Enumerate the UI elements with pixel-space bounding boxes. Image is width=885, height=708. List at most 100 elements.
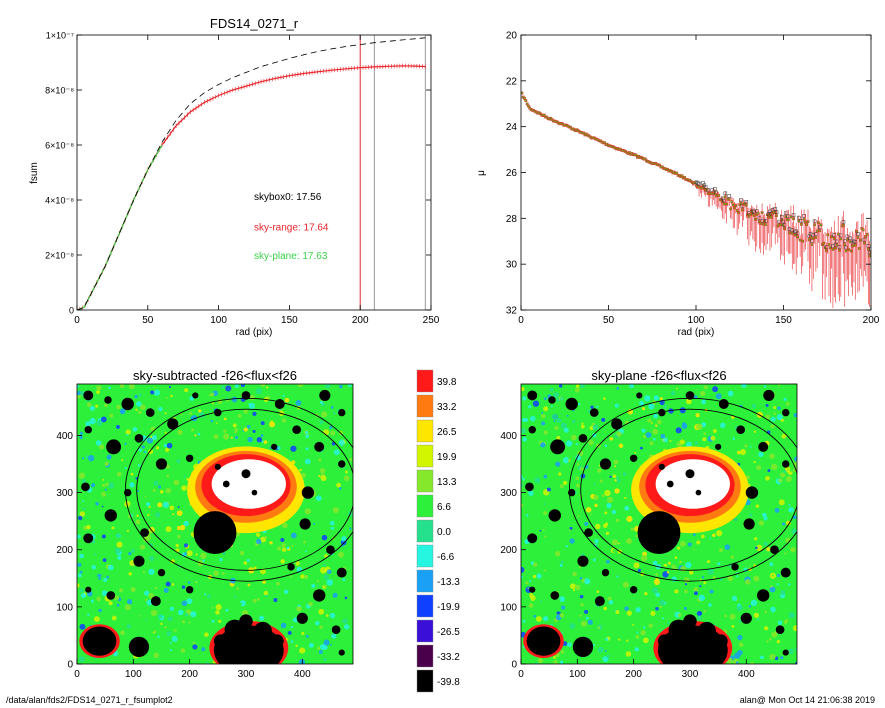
sky-subtracted-pixel <box>89 417 96 425</box>
sky-plane-pixel <box>744 444 748 448</box>
sky-subtracted-pixel <box>77 534 81 539</box>
sky-subtracted-pixel <box>218 580 226 588</box>
sky-plane-pixel <box>636 430 641 435</box>
sky-plane-pixel <box>682 422 686 426</box>
sky-subtracted-star-mask <box>133 555 145 567</box>
sky-plane-pixel <box>581 422 584 425</box>
sky-plane-pixel <box>744 579 751 585</box>
sky-plane-pixel <box>788 611 795 619</box>
sky-plane-pixel <box>650 610 656 617</box>
sky-plane-pixel <box>611 539 618 546</box>
sky-subtracted-pixel <box>326 569 332 575</box>
sky-subtracted-pixel <box>106 575 110 579</box>
sky-subtracted-pixel <box>291 544 294 547</box>
sky-plane-pixel <box>525 514 529 517</box>
sky-subtracted-pixel <box>195 581 198 584</box>
colorbar-label: -13.3 <box>437 577 460 588</box>
sky-subtracted-star-mask <box>313 589 326 602</box>
sky-plane-core <box>655 459 730 509</box>
sky-subtracted-pixel <box>179 524 186 531</box>
sky-subtracted-star-mask <box>214 408 222 417</box>
profile-point-sky-plane <box>839 237 842 240</box>
sky-subtracted-pixel <box>179 462 186 469</box>
sky-plane-pixel <box>527 571 531 575</box>
sky-subtracted-pixel <box>294 512 301 518</box>
sky-plane-pixel <box>622 472 627 476</box>
profile-point-skybox0 <box>791 213 796 217</box>
sky-plane-mask-bright-star <box>526 626 561 656</box>
sky-subtracted-pixel <box>290 532 297 539</box>
sky-plane-pixel <box>687 542 692 547</box>
sky-subtracted-ytick-label: 0 <box>67 660 73 671</box>
sky-plane-pixel <box>783 620 788 624</box>
sky-subtracted-pixel <box>218 619 222 623</box>
sky-subtracted-pixel <box>211 606 214 609</box>
sky-plane-pixel <box>769 562 774 567</box>
sky-subtracted-pixel <box>153 539 159 546</box>
sky-subtracted-pixel <box>184 552 188 556</box>
sky-subtracted-pixel <box>183 543 189 548</box>
sky-plane-pixel <box>590 513 592 516</box>
sky-subtracted-pixel <box>338 439 345 446</box>
sky-plane-mask-lobe <box>668 619 689 640</box>
sky-plane-pixel <box>563 427 569 433</box>
sky-subtracted-pixel <box>135 401 142 407</box>
sky-plane-star-mask <box>658 463 665 470</box>
sky-subtracted-star-mask <box>185 585 194 594</box>
sky-plane-star-mask <box>718 399 729 409</box>
sky-plane-pixel <box>655 606 659 611</box>
sky-plane-pixel <box>584 588 590 594</box>
sky-plane-mask <box>572 636 594 657</box>
sky-range-curve <box>77 65 426 310</box>
sky-plane-pixel <box>644 592 648 596</box>
sky-plane-pixel <box>795 661 797 664</box>
sky-plane-pixel <box>738 642 744 648</box>
sky-subtracted-pixel <box>185 656 190 662</box>
sky-subtracted-pixel <box>332 592 338 598</box>
sky-plane-pixel <box>579 614 582 617</box>
sky-plane-pixel <box>624 571 627 574</box>
growth-curve-xtick-label: 100 <box>210 315 227 326</box>
sky-subtracted-pixel <box>167 616 173 622</box>
profile-point-sky-plane <box>863 242 866 245</box>
growth-curve-xtick-label: 200 <box>352 315 369 326</box>
sky-plane-star-mask <box>527 533 538 544</box>
profile-point-sky-plane <box>775 214 778 217</box>
sky-plane-pixel <box>612 548 617 553</box>
profile-point-sky-plane <box>543 114 546 117</box>
sky-plane-pixel <box>675 387 678 390</box>
sky-plane-pixel <box>593 494 599 501</box>
sky-plane-pixel <box>736 605 743 612</box>
sky-plane-pixel <box>625 537 633 545</box>
sky-subtracted-pixel <box>157 635 160 639</box>
sky-subtracted-pixel <box>153 652 160 659</box>
sky-subtracted-pixel <box>343 475 350 482</box>
growth-curve-xtick-label: 50 <box>142 315 154 326</box>
sky-plane-pixel <box>573 596 579 603</box>
profile-point-skybox0 <box>713 187 717 191</box>
surface-brightness-ytick-label: 26 <box>506 168 518 179</box>
sky-subtracted-pixel <box>171 635 178 643</box>
growth-curve-data <box>77 35 426 310</box>
growth-curve-ytick-label: 4×10⁻⁸ <box>45 196 74 206</box>
sky-subtracted-pixel <box>163 587 169 593</box>
profile-point-sky-plane <box>730 200 733 203</box>
sky-plane-pixel <box>788 648 794 655</box>
sky-subtracted-pixel <box>247 436 253 443</box>
sky-plane-pixel <box>716 530 723 537</box>
sky-subtracted-pixel <box>316 580 320 583</box>
sky-subtracted-pixel <box>109 413 114 418</box>
sky-plane-pixel <box>693 587 699 592</box>
sky-plane-pixel <box>543 503 546 506</box>
profile-point-sky-plane <box>846 238 849 241</box>
sky-subtracted-pixel <box>77 515 83 521</box>
sky-plane-pixel <box>617 542 620 545</box>
sky-plane-pixel <box>770 606 776 613</box>
sky-subtracted-pixel <box>243 561 248 565</box>
sky-plane-pixel <box>587 619 593 625</box>
colorbar-swatch <box>416 444 434 468</box>
sky-subtracted-mask <box>241 469 251 479</box>
sky-plane-pixel <box>777 620 783 625</box>
sky-subtracted-pixel <box>318 458 322 462</box>
sky-plane-pixel <box>599 479 603 483</box>
